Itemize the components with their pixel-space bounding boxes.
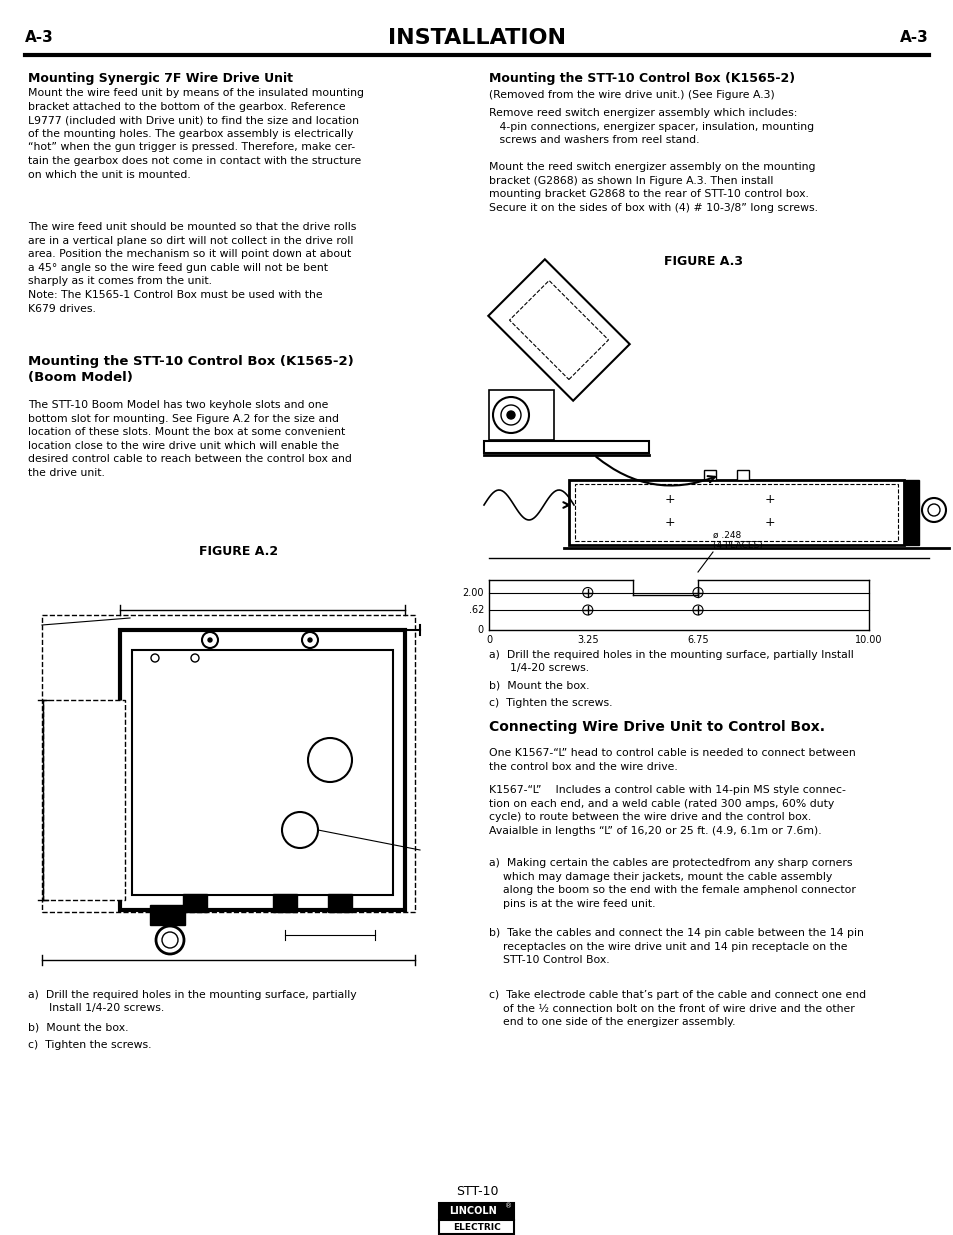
Text: A-3: A-3 (900, 31, 928, 46)
Circle shape (506, 411, 515, 419)
Text: The STT-10 Boom Model has two keyhole slots and one
bottom slot for mounting. Se: The STT-10 Boom Model has two keyhole sl… (28, 400, 352, 478)
Circle shape (282, 811, 317, 848)
FancyArrowPatch shape (596, 457, 714, 485)
Text: a)  Drill the required holes in the mounting surface, partially
      Install 1/: a) Drill the required holes in the mount… (28, 990, 356, 1013)
Text: STT-10: STT-10 (456, 1186, 497, 1198)
Bar (328, 894, 352, 911)
Text: Mount the wire feed unit by means of the insulated mounting
bracket attached to : Mount the wire feed unit by means of the… (28, 88, 364, 179)
Text: Mounting the STT-10 Control Box (K1565-2)
(Boom Model): Mounting the STT-10 Control Box (K1565-2… (28, 354, 354, 384)
Polygon shape (488, 259, 629, 400)
Text: c)  Tighten the screws.: c) Tighten the screws. (28, 1040, 152, 1050)
Text: +: + (663, 516, 674, 529)
Text: +: + (764, 493, 775, 506)
Circle shape (308, 638, 312, 642)
Bar (439, 1220, 514, 1234)
Bar (575, 484, 897, 541)
Text: .62: .62 (468, 605, 483, 615)
Text: c)  Take electrode cable that’s part of the cable and connect one end
    of the: c) Take electrode cable that’s part of t… (489, 990, 865, 1028)
Text: +: + (663, 493, 674, 506)
Text: 0: 0 (477, 625, 483, 635)
Text: A-3: A-3 (25, 31, 53, 46)
Circle shape (582, 588, 592, 598)
Circle shape (191, 655, 199, 662)
Circle shape (692, 588, 702, 598)
Bar (183, 894, 207, 911)
Text: 6.75: 6.75 (686, 635, 708, 645)
Bar (43, 700, 125, 900)
Text: Remove reed switch energizer assembly which includes:
   4-pin connections, ener: Remove reed switch energizer assembly wh… (489, 107, 813, 146)
Text: One K1567-“L” head to control cable is needed to connect between
the control box: One K1567-“L” head to control cable is n… (489, 748, 855, 772)
Text: b)  Mount the box.: b) Mount the box. (489, 680, 589, 690)
Text: INSTALLATION: INSTALLATION (388, 28, 565, 48)
Text: 10.00: 10.00 (854, 635, 882, 645)
Text: a)  Making certain the cables are protectedfrom any sharp corners
    which may : a) Making certain the cables are protect… (489, 858, 855, 909)
Text: c)  Tighten the screws.: c) Tighten the screws. (489, 698, 612, 708)
Text: FIGURE A.2: FIGURE A.2 (199, 545, 277, 558)
Circle shape (927, 504, 939, 516)
Text: 3.25: 3.25 (577, 635, 598, 645)
Bar (42, 615, 415, 911)
Text: +: + (764, 516, 775, 529)
Circle shape (493, 396, 529, 433)
Bar (568, 480, 903, 545)
Circle shape (500, 405, 520, 425)
Text: ®: ® (504, 1203, 512, 1209)
Circle shape (202, 632, 218, 648)
Circle shape (302, 632, 317, 648)
Text: 2.00: 2.00 (462, 588, 483, 598)
Circle shape (308, 739, 352, 782)
Bar (132, 650, 393, 895)
Circle shape (151, 655, 159, 662)
Bar (120, 630, 405, 910)
Bar (439, 1203, 514, 1220)
Bar (483, 441, 648, 453)
Circle shape (162, 932, 178, 948)
Text: Mounting Synergic 7F Wire Drive Unit: Mounting Synergic 7F Wire Drive Unit (28, 72, 293, 85)
Circle shape (582, 605, 592, 615)
Text: Mounting the STT-10 Control Box (K1565-2): Mounting the STT-10 Control Box (K1565-2… (489, 72, 794, 85)
Text: ø .248
(4 PLACES): ø .248 (4 PLACES) (712, 531, 762, 550)
Circle shape (921, 498, 945, 522)
Text: Mount the reed switch energizer assembly on the mounting
bracket (G2868) as show: Mount the reed switch energizer assembly… (489, 162, 817, 212)
Circle shape (156, 926, 184, 953)
Text: 0: 0 (485, 635, 492, 645)
Text: LINCOLN: LINCOLN (449, 1207, 497, 1216)
Text: b)  Mount the box.: b) Mount the box. (28, 1023, 129, 1032)
Circle shape (208, 638, 212, 642)
Bar (489, 390, 554, 440)
Bar (150, 905, 185, 925)
Text: K1567-“L”    Includes a control cable with 14-pin MS style connec-
tion on each : K1567-“L” Includes a control cable with … (489, 785, 845, 836)
Text: The wire feed unit should be mounted so that the drive rolls
are in a vertical p: The wire feed unit should be mounted so … (28, 222, 356, 314)
Bar (903, 480, 918, 545)
Text: a)  Drill the required holes in the mounting surface, partially Install
      1/: a) Drill the required holes in the mount… (489, 650, 853, 673)
Circle shape (692, 605, 702, 615)
Bar (273, 894, 296, 911)
Bar (703, 471, 715, 480)
Text: b)  Take the cables and connect the 14 pin cable between the 14 pin
    receptac: b) Take the cables and connect the 14 pi… (489, 927, 863, 966)
Polygon shape (509, 280, 608, 379)
Text: ELECTRIC: ELECTRIC (453, 1223, 500, 1231)
Text: (Removed from the wire drive unit.) (See Figure A.3): (Removed from the wire drive unit.) (See… (489, 90, 774, 100)
Text: Connecting Wire Drive Unit to Control Box.: Connecting Wire Drive Unit to Control Bo… (489, 720, 824, 734)
Text: FIGURE A.3: FIGURE A.3 (664, 254, 742, 268)
Bar (737, 471, 748, 480)
